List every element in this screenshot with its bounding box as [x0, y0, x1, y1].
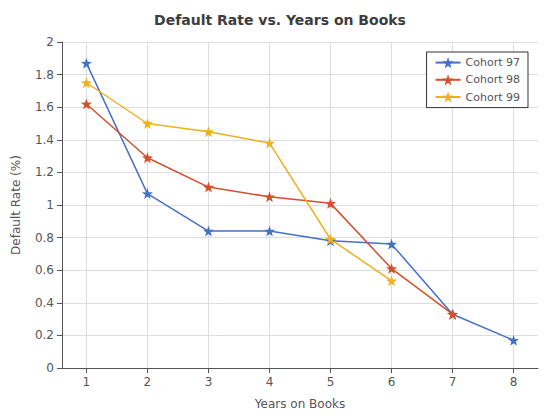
svg-text:6: 6	[388, 375, 396, 389]
svg-text:0.6: 0.6	[35, 263, 54, 277]
svg-text:Years on Books: Years on Books	[254, 397, 345, 411]
svg-text:4: 4	[266, 375, 274, 389]
svg-text:Cohort 97: Cohort 97	[466, 56, 520, 69]
svg-text:0.2: 0.2	[35, 328, 54, 342]
svg-text:0.8: 0.8	[35, 231, 54, 245]
svg-text:7: 7	[449, 375, 457, 389]
svg-text:Cohort 98: Cohort 98	[466, 73, 520, 86]
svg-text:2: 2	[144, 375, 152, 389]
svg-text:1: 1	[83, 375, 91, 389]
svg-text:1.6: 1.6	[35, 100, 54, 114]
svg-text:1.2: 1.2	[35, 165, 54, 179]
svg-text:1.8: 1.8	[35, 68, 54, 82]
svg-text:0: 0	[46, 361, 54, 375]
svg-text:0.4: 0.4	[35, 296, 54, 310]
svg-text:1: 1	[46, 198, 54, 212]
svg-text:1.4: 1.4	[35, 133, 54, 147]
svg-text:8: 8	[510, 375, 518, 389]
svg-text:Default Rate vs. Years on Book: Default Rate vs. Years on Books	[154, 12, 406, 28]
svg-text:3: 3	[205, 375, 213, 389]
svg-text:Cohort 99: Cohort 99	[466, 91, 520, 104]
svg-text:2: 2	[46, 35, 54, 49]
svg-text:5: 5	[327, 375, 335, 389]
svg-text:Default Rate (%): Default Rate (%)	[9, 155, 23, 255]
